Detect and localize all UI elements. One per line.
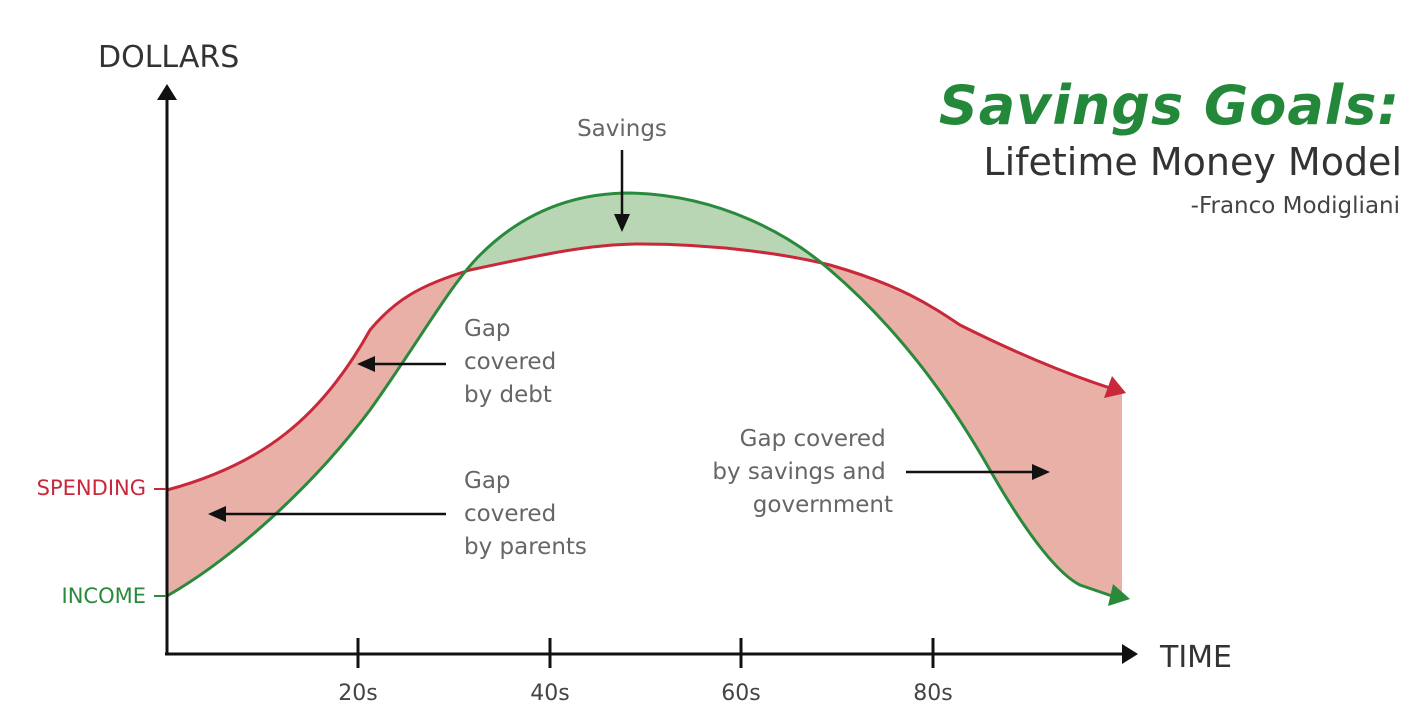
gap-debt-line: covered (464, 349, 556, 375)
gap-parents-line: covered (464, 501, 556, 527)
spending-curve (166, 242, 1111, 492)
y-axis-arrowhead (157, 84, 177, 100)
diagram-subtitle: Lifetime Money Model (983, 140, 1402, 184)
gap-debt-arrowhead (357, 356, 375, 372)
x-tick-label: 20s (338, 681, 377, 706)
gap-savings-gov-line: by savings and (712, 459, 885, 485)
spending-arrowhead (1104, 376, 1126, 398)
x-axis-arrowhead (1122, 644, 1138, 664)
gap-savings-gov-arrowhead (1032, 464, 1050, 480)
gap-savings-gov-line: Gap covered (740, 426, 886, 452)
gap-parents-annotation: Gap covered by parents (464, 468, 587, 560)
diagram-title: Savings Goals: (938, 74, 1400, 137)
x-tick-label: 80s (913, 681, 952, 706)
gap-debt-line: Gap (464, 316, 511, 342)
income-label: INCOME (62, 584, 146, 608)
gap-parents-line: by parents (464, 534, 587, 560)
x-tick-label: 40s (530, 681, 569, 706)
x-axis-label: TIME (1159, 640, 1232, 675)
savings-annotation: Savings (577, 116, 667, 142)
gap-parents-line: Gap (464, 468, 511, 494)
spending-label: SPENDING (37, 476, 146, 500)
gap-savings-gov-annotation: Gap covered by savings and government (712, 426, 893, 518)
savings-arrowhead (614, 214, 630, 232)
y-axis-label: DOLLARS (98, 40, 239, 75)
x-tick-label: 60s (721, 681, 760, 706)
gap-parents-arrowhead (208, 506, 226, 522)
income-curve (166, 191, 1113, 598)
diagram-author: -Franco Modigliani (1190, 193, 1400, 219)
income-arrowhead (1108, 584, 1130, 606)
gap-debt-line: by debt (464, 382, 552, 408)
gap-savings-gov-line: government (753, 492, 893, 518)
gap-debt-annotation: Gap covered by debt (464, 316, 564, 408)
